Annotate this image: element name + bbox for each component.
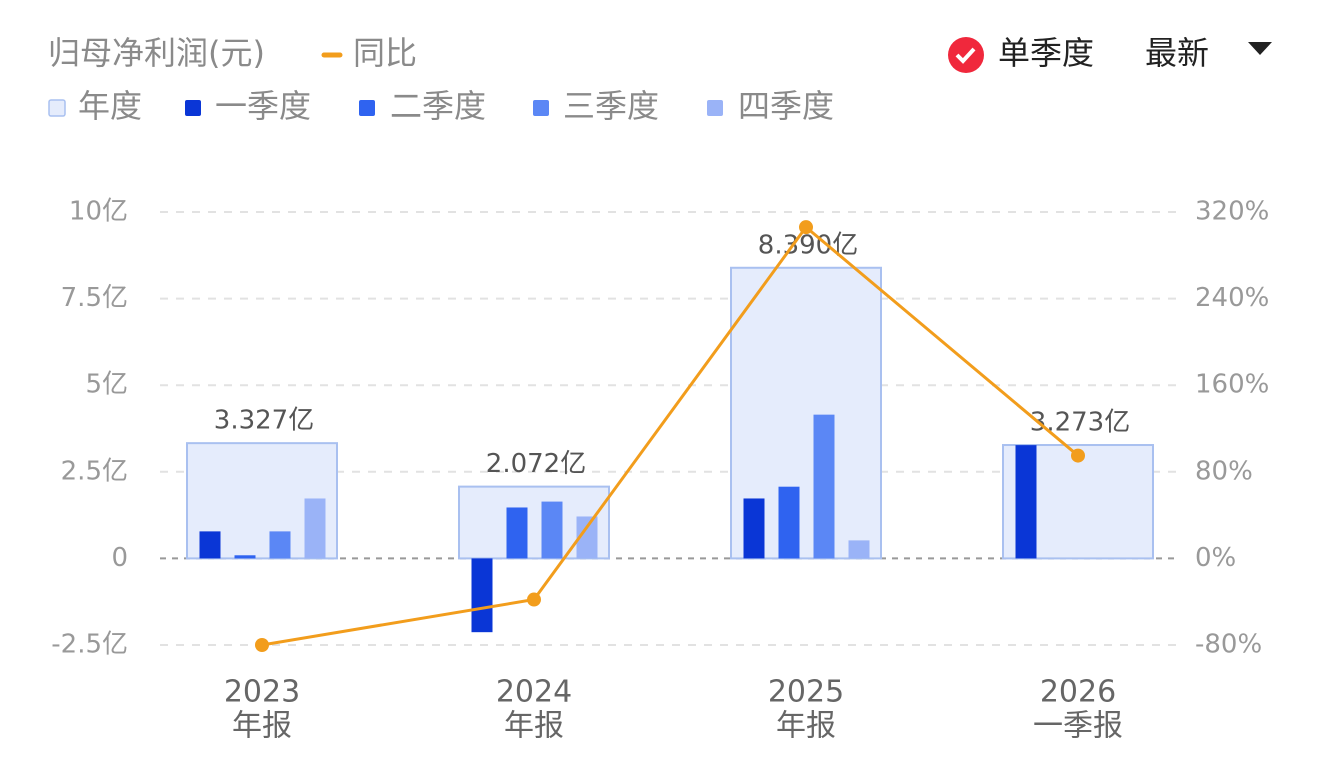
value-label: 2.072亿 bbox=[486, 449, 586, 479]
quarter-bar bbox=[1015, 445, 1037, 559]
single-quarter-toggle[interactable]: 单季度 bbox=[998, 34, 1094, 72]
quarter-bar bbox=[541, 501, 563, 559]
legend-label[interactable]: 年度 bbox=[78, 87, 142, 125]
y2-tick-label: -80% bbox=[1195, 630, 1262, 660]
value-label: 3.327亿 bbox=[214, 406, 314, 436]
quarter-bar bbox=[848, 540, 870, 559]
y-tick-label: 2.5亿 bbox=[61, 456, 128, 486]
y2-tick-label: 0% bbox=[1195, 543, 1236, 573]
legend-marker bbox=[185, 100, 201, 116]
y-tick-label: 0 bbox=[111, 543, 128, 573]
legend-label[interactable]: 同比 bbox=[353, 34, 417, 72]
quarter-bar bbox=[743, 498, 765, 559]
yoy-point bbox=[527, 592, 541, 607]
dropdown-arrow[interactable] bbox=[1248, 42, 1272, 55]
y2-tick-label: 240% bbox=[1195, 283, 1269, 313]
chart-title: 归母净利润(元) bbox=[48, 34, 265, 72]
yoy-point bbox=[799, 220, 813, 235]
x-tick-label: 一季报 bbox=[1033, 709, 1123, 744]
x-tick-label: 2025 bbox=[768, 675, 844, 710]
quarter-bar bbox=[269, 531, 291, 559]
y2-tick-label: 80% bbox=[1195, 456, 1253, 486]
y-tick-label: 7.5亿 bbox=[61, 283, 128, 313]
legend-label[interactable]: 四季度 bbox=[738, 87, 834, 125]
x-tick-label: 2024 bbox=[496, 675, 572, 710]
legend-label[interactable]: 二季度 bbox=[390, 87, 486, 125]
legend-marker bbox=[533, 100, 549, 116]
quarter-bar bbox=[576, 516, 598, 559]
y-tick-label: 5亿 bbox=[85, 370, 128, 400]
y-tick-label: 10亿 bbox=[69, 197, 128, 227]
x-tick-label: 2023 bbox=[224, 675, 300, 710]
x-tick-label: 年报 bbox=[776, 709, 836, 744]
y2-tick-label: 320% bbox=[1195, 197, 1269, 227]
quarter-bar bbox=[778, 486, 800, 559]
value-label: 8.390亿 bbox=[758, 230, 858, 260]
quarter-bar bbox=[234, 555, 256, 559]
x-tick-label: 年报 bbox=[232, 709, 292, 744]
y2-tick-label: 160% bbox=[1195, 370, 1269, 400]
legend-marker bbox=[48, 99, 66, 117]
legend-label[interactable]: 一季度 bbox=[215, 87, 311, 125]
yoy-line bbox=[261, 224, 1079, 647]
x-tick-label: 年报 bbox=[504, 709, 564, 744]
period-select[interactable]: 最新 bbox=[1145, 34, 1209, 72]
yoy-point bbox=[1071, 448, 1085, 463]
legend-marker bbox=[707, 100, 723, 116]
x-tick-label: 2026 bbox=[1040, 675, 1116, 710]
y-tick-label: -2.5亿 bbox=[51, 630, 128, 660]
quarter-bar bbox=[471, 558, 493, 633]
yoy-point bbox=[255, 638, 269, 652]
quarter-bar bbox=[199, 531, 221, 559]
legend-label[interactable]: 三季度 bbox=[563, 87, 659, 125]
legend-marker bbox=[359, 100, 375, 116]
check-icon bbox=[955, 47, 976, 64]
quarter-bar bbox=[506, 507, 528, 559]
quarter-bar bbox=[304, 498, 326, 559]
value-label: 3.273亿 bbox=[1030, 408, 1130, 438]
quarter-bar bbox=[813, 414, 835, 559]
